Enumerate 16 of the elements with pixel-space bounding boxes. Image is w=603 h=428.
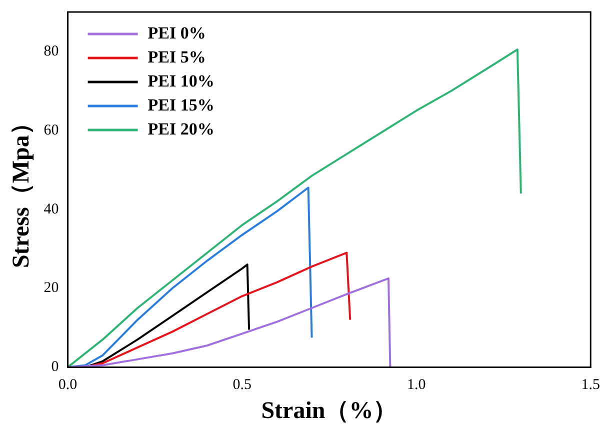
y-tick-label: 20 <box>44 280 59 296</box>
x-tick-label: 0.5 <box>232 377 252 394</box>
y-axis-title: Stress（Mpa） <box>8 111 35 268</box>
y-tick-label: 0 <box>51 359 59 376</box>
x-tick-label: 1.5 <box>581 377 600 394</box>
x-tick-label: 0.0 <box>58 377 78 394</box>
legend-label: PEI 15% <box>148 95 214 114</box>
y-tick-label: 40 <box>44 201 59 218</box>
y-tick-label: 80 <box>44 43 59 60</box>
x-tick-label: 1.0 <box>406 377 426 394</box>
legend-label: PEI 0% <box>148 23 206 42</box>
legend-label: PEI 20% <box>148 119 214 138</box>
legend-label: PEI 5% <box>148 47 206 66</box>
y-tick-label: 60 <box>44 122 59 138</box>
legend-label: PEI 10% <box>148 71 214 90</box>
x-axis-title: Strain（%） <box>261 398 398 424</box>
